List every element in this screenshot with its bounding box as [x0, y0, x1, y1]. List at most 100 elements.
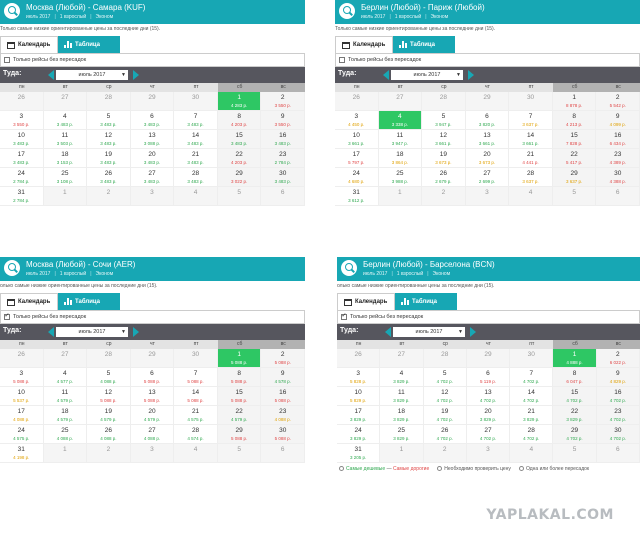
tab-calendar[interactable]: Календарь	[0, 36, 58, 53]
day-cell[interactable]: 5 3 483 р.	[87, 111, 131, 130]
day-cell[interactable]: 17 5 797 р.	[335, 149, 379, 168]
day-cell[interactable]: 7 4 702 р.	[510, 368, 554, 387]
route-title[interactable]: Москва (Любой) - Сочи (AER)	[26, 260, 136, 269]
day-cell[interactable]: 14 5 088 р.	[174, 387, 218, 406]
day-cell[interactable]: 25 3 988 р.	[378, 168, 423, 187]
day-cell[interactable]: 28 3 637 р.	[509, 168, 553, 187]
day-cell[interactable]: 29 3 637 р.	[552, 168, 597, 187]
direct-only-checkbox[interactable]	[341, 312, 347, 320]
day-cell[interactable]: 8 4 203 р.	[217, 111, 262, 130]
day-cell[interactable]: 30 4 388 р.	[596, 168, 640, 187]
day-cell[interactable]: 27 2 699 р.	[465, 168, 510, 187]
day-cell[interactable]: 16 6 434 р.	[596, 130, 640, 149]
route-title[interactable]: Берлин (Любой) - Париж (Любой)	[361, 3, 485, 12]
day-cell[interactable]: 12 4 702 р.	[423, 387, 467, 406]
day-cell[interactable]: 31 2 784 р.	[0, 187, 44, 206]
day-cell[interactable]: 27 4 088 р.	[130, 425, 175, 444]
day-cell[interactable]: 20 3 673 р.	[465, 149, 510, 168]
day-cell[interactable]: 17 3 829 р.	[337, 406, 381, 425]
day-cell[interactable]: 28 4 574 р.	[174, 425, 218, 444]
day-cell[interactable]: 25 3 108 р.	[43, 168, 88, 187]
day-cell[interactable]: 6 5 119 р.	[466, 368, 511, 387]
route-title[interactable]: Москва (Любой) - Самара (KUF)	[26, 3, 146, 12]
search-icon[interactable]	[341, 260, 357, 276]
day-cell[interactable]: 7 3 637 р.	[509, 111, 553, 130]
day-cell[interactable]: 18 4 579 р.	[43, 406, 88, 425]
direct-only-checkbox[interactable]	[339, 57, 345, 63]
day-cell[interactable]: 6 3 483 р.	[130, 111, 175, 130]
day-cell[interactable]: 4 3 829 р.	[380, 368, 424, 387]
month-select[interactable]: июль 2017 ▼	[56, 70, 128, 80]
day-cell[interactable]: 31 4 198 р.	[0, 444, 44, 463]
day-cell[interactable]: 4 4 577 р.	[43, 368, 88, 387]
next-month-arrow-icon[interactable]	[133, 70, 139, 80]
day-cell[interactable]: 19 3 673 р.	[422, 149, 466, 168]
day-cell[interactable]: 12 3 661 р.	[422, 130, 466, 149]
day-cell[interactable]: 9 4 099 р.	[596, 111, 640, 130]
day-cell[interactable]: 20 4 579 р.	[130, 406, 175, 425]
day-cell[interactable]: 11 3 829 р.	[380, 387, 424, 406]
day-cell[interactable]: 10 3 661 р.	[335, 130, 379, 149]
day-cell[interactable]: 19 3 483 р.	[87, 149, 131, 168]
day-cell[interactable]: 15 4 702 р.	[553, 387, 597, 406]
day-cell[interactable]: 5 4 088 р.	[87, 368, 131, 387]
route-title[interactable]: Берлин (Любой) - Барселона (BCN)	[363, 260, 495, 269]
day-cell[interactable]: 28 4 702 р.	[510, 425, 554, 444]
day-cell[interactable]: 27 4 702 р.	[466, 425, 511, 444]
day-cell[interactable]: 13 3 661 р.	[465, 130, 510, 149]
day-cell[interactable]: 11 4 579 р.	[43, 387, 88, 406]
tab-calendar[interactable]: Календарь	[335, 36, 393, 53]
day-cell[interactable]: 21 4 575 р.	[174, 406, 218, 425]
day-cell[interactable]: 8 4 213 р.	[552, 111, 597, 130]
day-cell[interactable]: 29 3 022 р.	[217, 168, 262, 187]
tab-table[interactable]: Таблица	[58, 293, 120, 310]
tab-calendar[interactable]: Календарь	[0, 293, 58, 310]
direct-only-option[interactable]: Только рейсы без пересадок	[0, 310, 305, 324]
day-cell[interactable]: 27 3 483 р.	[130, 168, 175, 187]
day-cell[interactable]: 1 4 283 р.	[217, 92, 262, 111]
tab-table[interactable]: Таблица	[393, 36, 455, 53]
prev-month-arrow-icon[interactable]	[385, 327, 391, 337]
day-cell[interactable]: 24 3 829 р.	[337, 425, 381, 444]
day-cell[interactable]: 25 4 088 р.	[43, 425, 88, 444]
direct-only-checkbox[interactable]	[4, 312, 10, 320]
day-cell[interactable]: 22 4 203 р.	[217, 149, 262, 168]
day-cell[interactable]: 6 3 820 р.	[465, 111, 510, 130]
month-select[interactable]: июль 2017 ▼	[56, 327, 128, 337]
day-cell[interactable]: 30 4 702 р.	[596, 425, 640, 444]
day-cell[interactable]: 13 3 088 р.	[130, 130, 175, 149]
day-cell[interactable]: 21 3 483 р.	[174, 149, 218, 168]
day-cell[interactable]: 17 4 088 р.	[0, 406, 44, 425]
tab-table[interactable]: Таблица	[395, 293, 457, 310]
day-cell[interactable]: 23 2 784 р.	[261, 149, 305, 168]
day-cell[interactable]: 7 5 088 р.	[174, 368, 218, 387]
day-cell[interactable]: 3 4 450 р.	[335, 111, 379, 130]
day-cell[interactable]: 21 4 441 р.	[509, 149, 553, 168]
day-cell[interactable]: 12 3 483 р.	[87, 130, 131, 149]
day-cell[interactable]: 8 5 088 р.	[217, 368, 262, 387]
day-cell[interactable]: 3 3 550 р.	[0, 111, 44, 130]
direct-only-option[interactable]: Только рейсы без пересадок	[337, 310, 640, 324]
day-cell[interactable]: 14 3 483 р.	[174, 130, 218, 149]
day-cell[interactable]: 21 3 829 р.	[510, 406, 554, 425]
month-select[interactable]: июль 2017 ▼	[391, 70, 463, 80]
day-cell[interactable]: 22 4 579 р.	[217, 406, 262, 425]
search-icon[interactable]	[4, 260, 20, 276]
day-cell[interactable]: 2 3 550 р.	[261, 92, 305, 111]
month-select[interactable]: июль 2017 ▼	[393, 327, 465, 337]
day-cell[interactable]: 9 3 550 р.	[261, 111, 305, 130]
tab-table[interactable]: Таблица	[58, 36, 120, 53]
prev-month-arrow-icon[interactable]	[48, 70, 54, 80]
day-cell[interactable]: 19 4 579 р.	[87, 406, 131, 425]
day-cell[interactable]: 30 5 088 р.	[261, 425, 305, 444]
day-cell[interactable]: 13 4 702 р.	[466, 387, 511, 406]
day-cell[interactable]: 16 4 702 р.	[596, 387, 640, 406]
day-cell[interactable]: 7 3 483 р.	[174, 111, 218, 130]
direct-only-option[interactable]: Только рейсы без пересадок	[0, 53, 305, 67]
day-cell[interactable]: 31 3 612 р.	[335, 187, 379, 206]
day-cell[interactable]: 25 3 829 р.	[380, 425, 424, 444]
day-cell[interactable]: 22 5 417 р.	[552, 149, 597, 168]
day-cell[interactable]: 1 8 878 р.	[552, 92, 597, 111]
tab-calendar[interactable]: Календарь	[337, 293, 395, 310]
day-cell[interactable]: 2 5 088 р.	[261, 349, 305, 368]
